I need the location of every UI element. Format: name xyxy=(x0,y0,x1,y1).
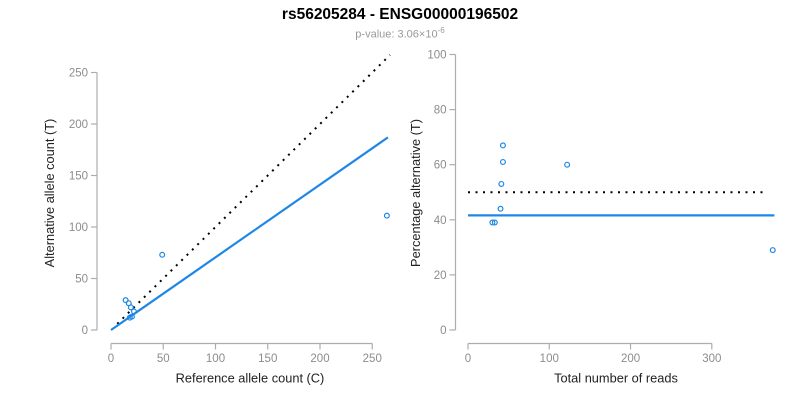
y-tick-label: 50 xyxy=(75,274,88,286)
data-point xyxy=(489,219,496,226)
x-tick-label: 200 xyxy=(310,353,329,365)
pvalue-exponent: -6 xyxy=(437,26,445,35)
data-point xyxy=(128,313,135,320)
figure-header: rs56205284 - ENSG00000196502 p-value: 3.… xyxy=(0,6,800,42)
y-tick-label: 0 xyxy=(440,325,446,337)
y-axis-title: Percentage alternative (T) xyxy=(408,119,423,267)
y-tick-label: 60 xyxy=(434,160,447,172)
x-tick-label: 150 xyxy=(258,353,277,365)
right-plot: 0 20 40 60 80 100 0 100 200 300 Total number of re… xyxy=(408,50,776,386)
pvalue-text: p-value: 3.06×10 xyxy=(355,28,438,41)
x-tick-label: 0 xyxy=(465,353,471,365)
y-tick-label: 100 xyxy=(69,222,88,234)
y-tick-label: 20 xyxy=(434,270,447,282)
data-point xyxy=(122,297,129,304)
x-tick-label: 300 xyxy=(702,353,721,365)
data-point xyxy=(491,219,498,226)
x-tick-label: 50 xyxy=(157,353,170,365)
x-axis-title: Total number of reads xyxy=(554,371,678,386)
data-point xyxy=(769,247,776,254)
x-axis-title: Reference allele count (C) xyxy=(176,371,325,386)
data-point xyxy=(130,308,137,315)
y-axis-title: Alternative allele count (T) xyxy=(42,119,57,268)
data-point xyxy=(499,142,506,149)
figure-title: rs56205284 - ENSG00000196502 xyxy=(281,6,519,23)
data-point xyxy=(383,212,390,219)
y-tick-label: 40 xyxy=(434,215,447,227)
x-tick-label: 0 xyxy=(108,353,114,365)
data-point xyxy=(499,158,506,165)
left-plot: 0 50 100 150 200 250 0 50 100 150 200 250 Reference … xyxy=(42,54,391,386)
x-tick-label: 200 xyxy=(621,353,640,365)
y-tick-label: 100 xyxy=(427,50,446,62)
identity-line xyxy=(116,54,391,325)
y-tick-label: 0 xyxy=(82,325,88,337)
data-point xyxy=(498,180,505,187)
y-tick-label: 250 xyxy=(69,68,88,80)
regression-line xyxy=(110,136,389,331)
figure-subtitle: p-value: 3.06×10-6 xyxy=(0,24,800,42)
y-tick-label: 150 xyxy=(69,171,88,183)
x-tick-label: 100 xyxy=(206,353,225,365)
data-point xyxy=(127,304,134,311)
data-point xyxy=(159,251,166,258)
x-tick-label: 250 xyxy=(363,353,382,365)
data-point xyxy=(497,205,504,212)
data-point xyxy=(564,161,571,168)
y-tick-label: 200 xyxy=(69,119,88,131)
y-tick-label: 80 xyxy=(434,105,447,117)
x-tick-label: 100 xyxy=(540,353,559,365)
